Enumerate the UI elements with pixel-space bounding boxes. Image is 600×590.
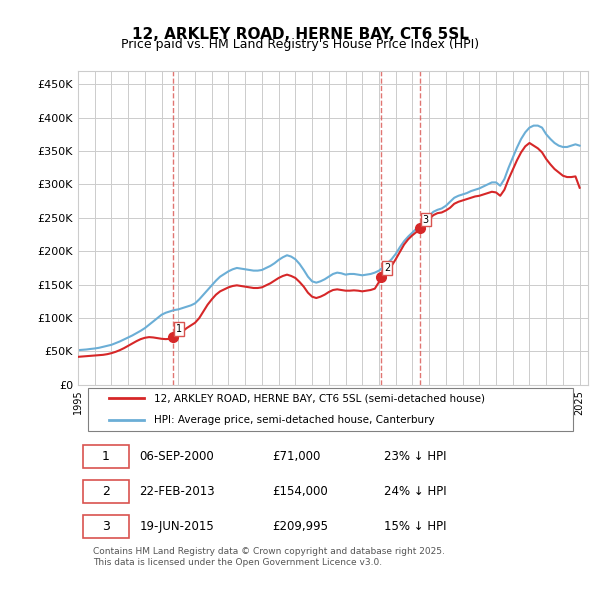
Text: 12, ARKLEY ROAD, HERNE BAY, CT6 5SL (semi-detached house): 12, ARKLEY ROAD, HERNE BAY, CT6 5SL (sem… [155, 394, 485, 404]
Text: 3: 3 [423, 215, 429, 225]
Text: 15% ↓ HPI: 15% ↓ HPI [384, 520, 446, 533]
Text: 1: 1 [175, 324, 182, 334]
Text: 2: 2 [384, 263, 390, 273]
Text: 24% ↓ HPI: 24% ↓ HPI [384, 485, 446, 498]
FancyBboxPatch shape [83, 445, 129, 468]
Text: 1: 1 [102, 450, 110, 463]
Text: Price paid vs. HM Land Registry's House Price Index (HPI): Price paid vs. HM Land Registry's House … [121, 38, 479, 51]
Text: 23% ↓ HPI: 23% ↓ HPI [384, 450, 446, 463]
Text: 2: 2 [102, 485, 110, 498]
FancyBboxPatch shape [88, 388, 573, 431]
Text: 3: 3 [102, 520, 110, 533]
Text: HPI: Average price, semi-detached house, Canterbury: HPI: Average price, semi-detached house,… [155, 415, 435, 425]
Text: 22-FEB-2013: 22-FEB-2013 [139, 485, 215, 498]
Text: £71,000: £71,000 [272, 450, 320, 463]
Text: £154,000: £154,000 [272, 485, 328, 498]
Text: £209,995: £209,995 [272, 520, 328, 533]
Text: Contains HM Land Registry data © Crown copyright and database right 2025.
This d: Contains HM Land Registry data © Crown c… [94, 548, 445, 566]
FancyBboxPatch shape [83, 480, 129, 503]
Text: 06-SEP-2000: 06-SEP-2000 [139, 450, 214, 463]
Text: 12, ARKLEY ROAD, HERNE BAY, CT6 5SL: 12, ARKLEY ROAD, HERNE BAY, CT6 5SL [131, 27, 469, 41]
FancyBboxPatch shape [83, 515, 129, 539]
Text: 19-JUN-2015: 19-JUN-2015 [139, 520, 214, 533]
